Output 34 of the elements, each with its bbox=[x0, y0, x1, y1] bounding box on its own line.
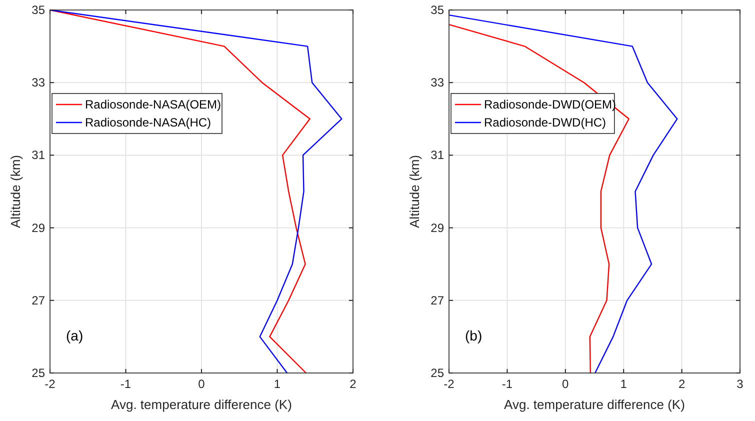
y-tick-label: 27 bbox=[32, 293, 46, 308]
x-tick-label: -2 bbox=[44, 377, 56, 391]
y-axis-title: Altitude (km) bbox=[407, 155, 422, 228]
y-tick-label: 33 bbox=[32, 76, 46, 90]
line-series bbox=[448, 24, 630, 374]
x-tick-label: 3 bbox=[736, 377, 744, 391]
x-axis-title: Avg. temperature difference (K) bbox=[111, 397, 292, 412]
y-axis-title: Altitude (km) bbox=[8, 155, 23, 228]
x-axis-title: Avg. temperature difference (K) bbox=[504, 397, 685, 412]
y-tick-label: 35 bbox=[430, 3, 444, 17]
y-tick-label: 35 bbox=[32, 3, 46, 17]
y-tick-label: 25 bbox=[32, 366, 46, 380]
annotation: (b) bbox=[465, 327, 482, 344]
legend-label: Radiosonde-NASA(HC) bbox=[85, 115, 212, 130]
x-tick-label: 0 bbox=[562, 377, 570, 391]
legend-label: Radiosonde-DWD(HC) bbox=[484, 115, 606, 130]
x-tick-label: 2 bbox=[678, 377, 686, 391]
x-tick-label: 1 bbox=[274, 377, 281, 391]
x-tick-label: -2 bbox=[444, 377, 455, 391]
y-tick-label: 29 bbox=[32, 220, 46, 235]
x-tick-label: 1 bbox=[620, 377, 628, 391]
x-tick-label: 0 bbox=[198, 377, 206, 391]
y-tick-label: 25 bbox=[430, 366, 444, 380]
x-tick-label: -1 bbox=[120, 377, 132, 391]
y-tick-label: 31 bbox=[430, 148, 444, 162]
x-tick-label: 2 bbox=[350, 377, 357, 391]
annotation: (a) bbox=[66, 327, 84, 344]
line-series bbox=[448, 14, 678, 374]
y-tick-label: 33 bbox=[430, 76, 444, 90]
y-tick-label: 29 bbox=[430, 220, 444, 235]
y-tick-label: 31 bbox=[32, 148, 46, 162]
y-tick-label: 27 bbox=[430, 293, 444, 308]
legend-label: Radiosonde-NASA(OEM) bbox=[85, 97, 222, 112]
x-tick-label: -1 bbox=[502, 377, 513, 391]
